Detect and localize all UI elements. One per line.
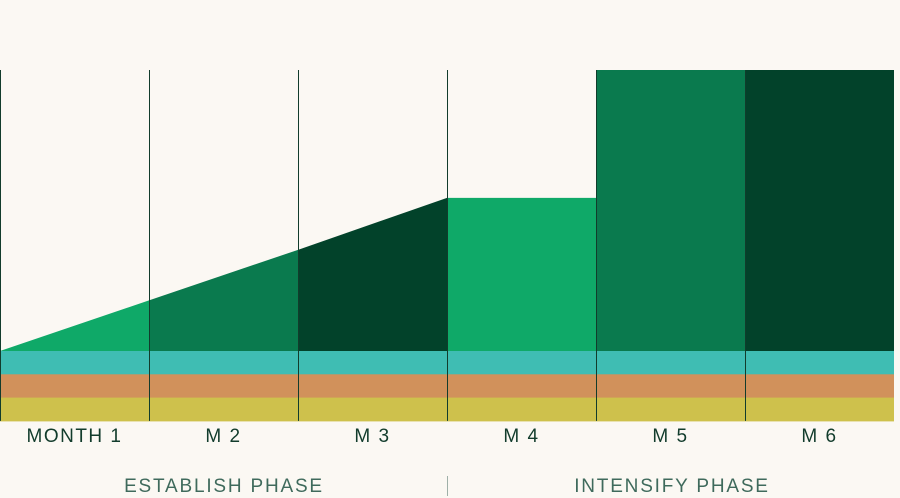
phase-divider — [447, 476, 448, 496]
intensify-phase-label: INTENSIFY PHASE — [574, 476, 770, 497]
month-5-fill — [596, 70, 745, 351]
month-2-fill — [149, 249, 298, 351]
month-1-fill — [0, 300, 149, 351]
month-3-label: M 3 — [354, 426, 391, 447]
month-2-label: M 2 — [205, 426, 242, 447]
month-4-label: M 4 — [503, 426, 540, 447]
month-5-label: M 5 — [652, 426, 689, 447]
establish-phase-label: ESTABLISH PHASE — [124, 476, 324, 497]
month-4-fill — [447, 197, 596, 351]
month-6-label: M 6 — [801, 426, 838, 447]
month-1-label: MONTH 1 — [26, 426, 123, 447]
month-3-fill — [298, 197, 447, 351]
month-6-fill — [745, 70, 894, 351]
